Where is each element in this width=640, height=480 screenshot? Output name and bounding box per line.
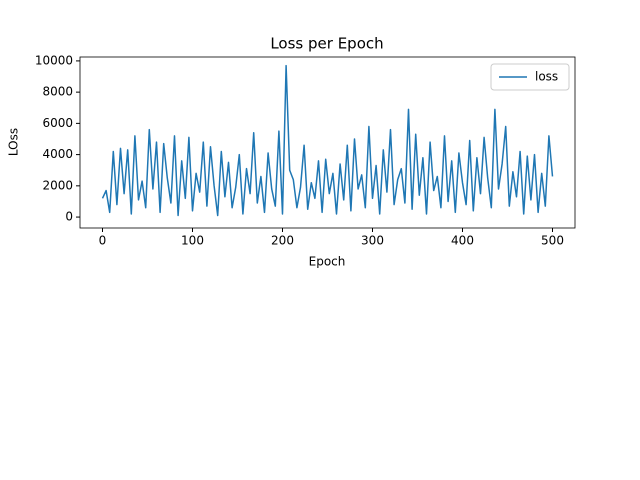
legend-box [490, 63, 570, 91]
chart-title: Loss per Epoch [270, 35, 383, 53]
x-axis-label: Epoch [309, 255, 346, 269]
y-tick-label: 6000 [42, 116, 73, 130]
x-tick-label: 400 [451, 234, 474, 248]
y-tick-label: 10000 [35, 53, 73, 67]
y-axis-label: LOss [7, 128, 21, 156]
plot-frame [79, 56, 576, 229]
x-tick-label: 300 [361, 234, 384, 248]
x-tick-label: 200 [271, 234, 294, 248]
y-tick-label: 0 [65, 210, 73, 224]
y-tick-label: 4000 [42, 147, 73, 161]
x-tick-label: 100 [181, 234, 204, 248]
x-tick-label: 500 [541, 234, 564, 248]
y-tick-label: 8000 [42, 85, 73, 99]
y-tick-label: 2000 [42, 178, 73, 192]
legend-label: loss [535, 70, 558, 84]
x-tick-label: 0 [99, 234, 107, 248]
data-line [101, 64, 554, 217]
